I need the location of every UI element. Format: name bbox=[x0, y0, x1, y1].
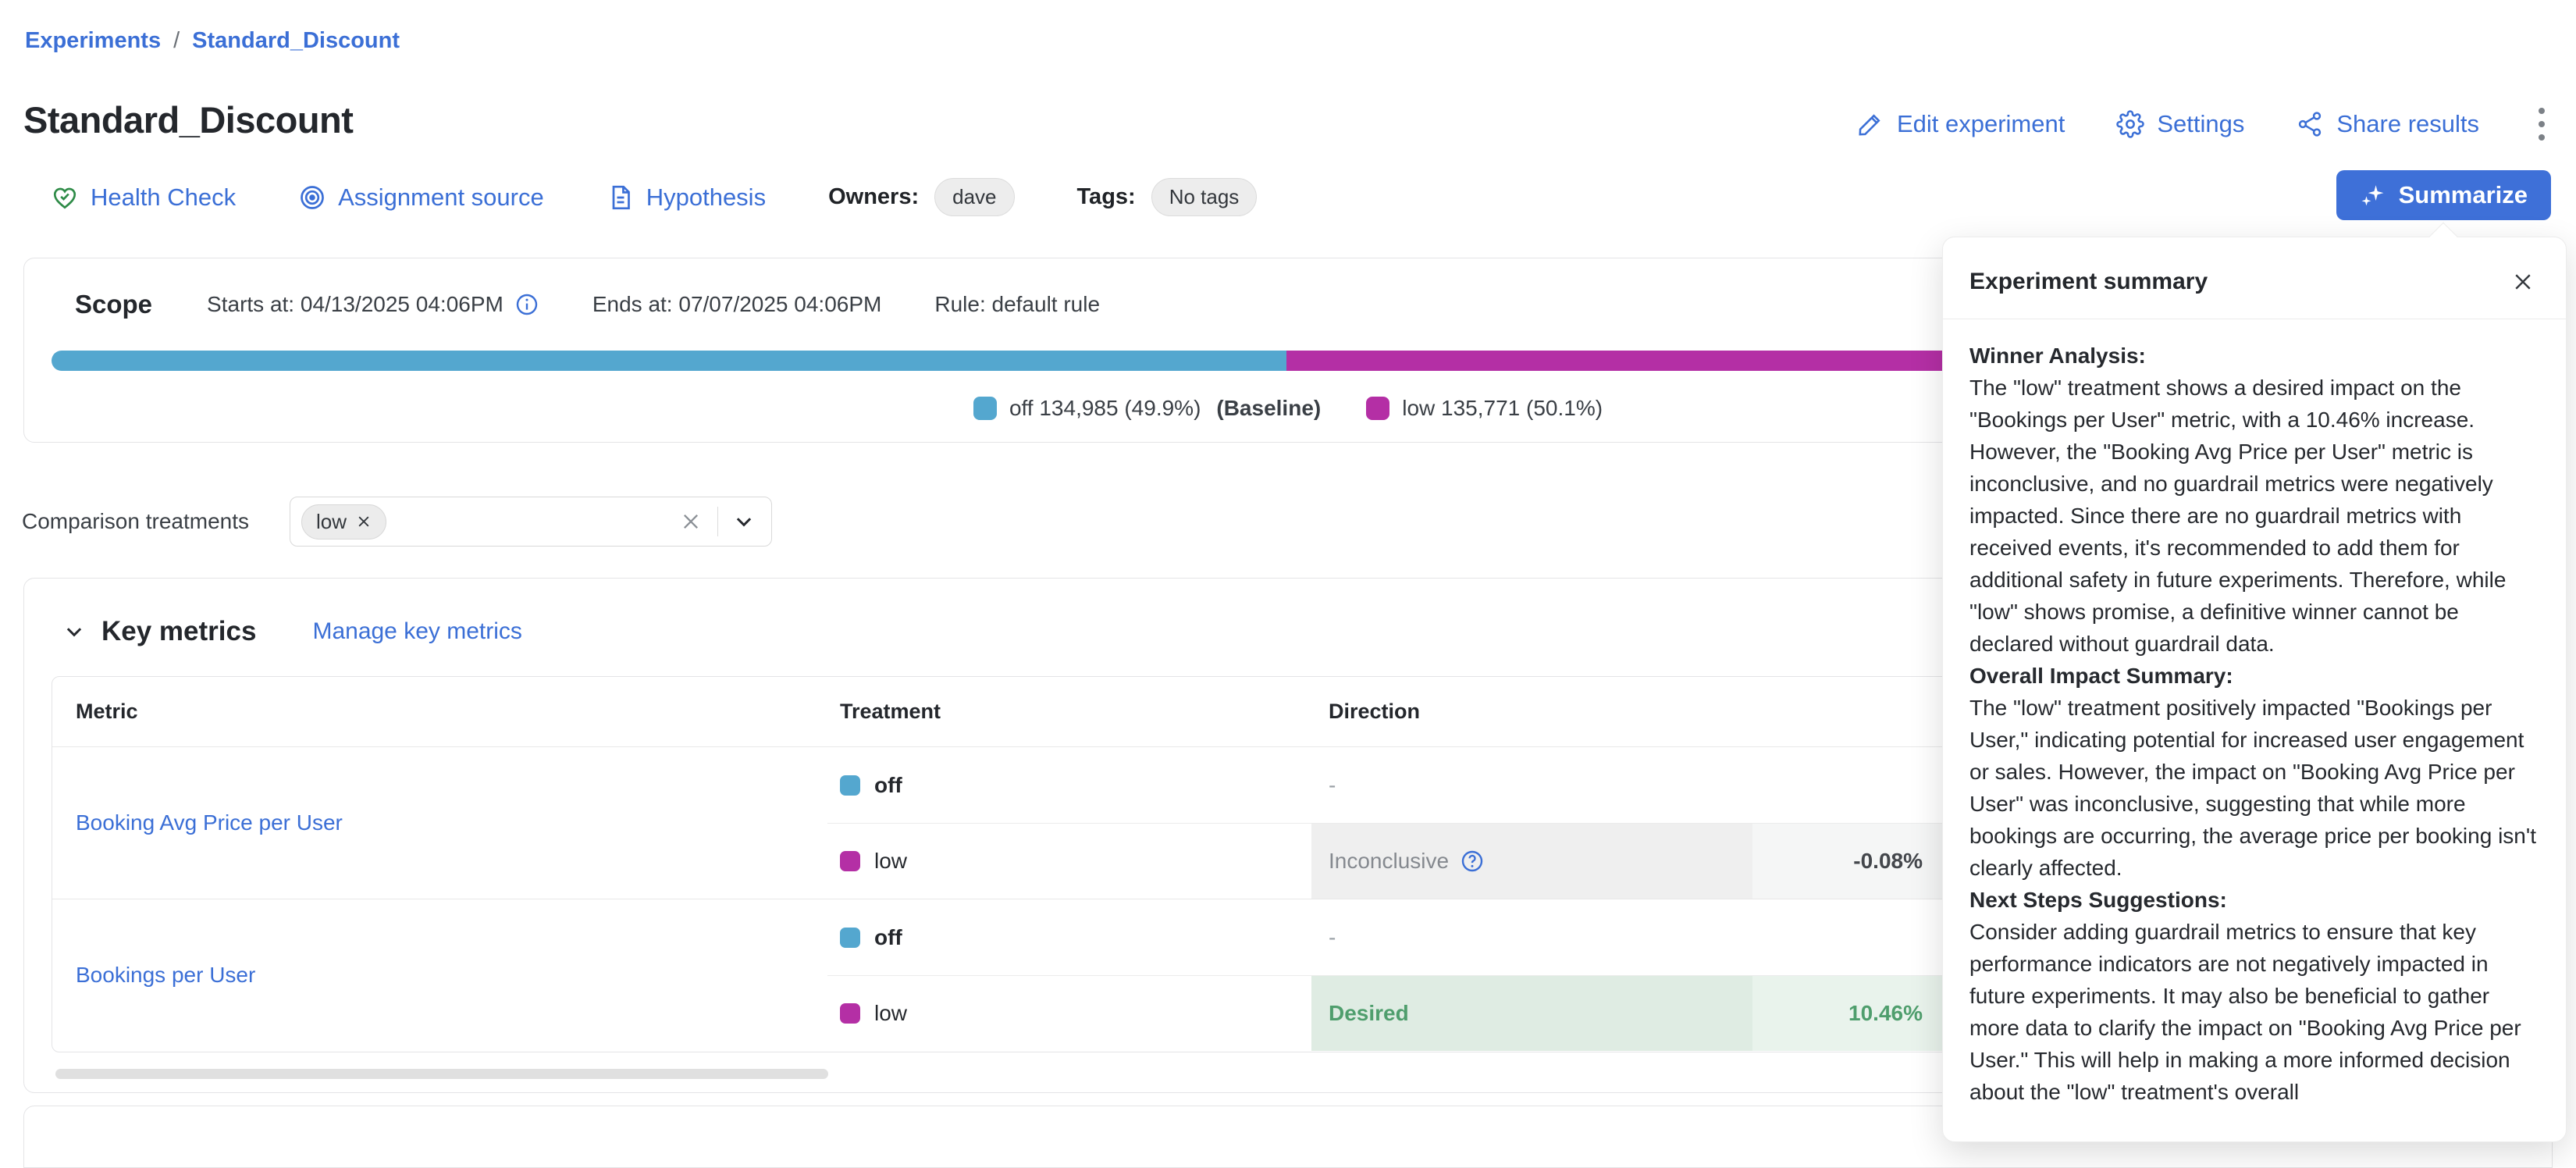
comparison-treatments-row: Comparison treatments low bbox=[22, 497, 773, 547]
scope-starts-at: Starts at: 04/13/2025 04:06PM bbox=[207, 292, 539, 317]
direction-cell: - bbox=[1329, 772, 1336, 797]
treatment-swatch bbox=[840, 1003, 860, 1024]
owners-label: Owners: bbox=[828, 184, 920, 209]
breadcrumb-separator: / bbox=[173, 28, 180, 53]
experiment-page: Experiments / Standard_Discount Standard… bbox=[22, 28, 2567, 1168]
scope-header: Scope Starts at: 04/13/2025 04:06PM Ends… bbox=[75, 290, 1100, 319]
more-options-button[interactable] bbox=[2531, 103, 2553, 145]
metric-link[interactable]: Booking Avg Price per User bbox=[76, 810, 343, 835]
assignment-source-link[interactable]: Assignment source bbox=[298, 183, 544, 212]
metric-cell: Bookings per User bbox=[52, 899, 827, 1051]
allocation-legend: off 134,985 (49.9%) (Baseline) low 135,7… bbox=[24, 396, 2552, 421]
section-body: The "low" treatment shows a desired impa… bbox=[1969, 376, 2507, 656]
panel-header: Experiment summary bbox=[1943, 237, 2566, 319]
settings-label: Settings bbox=[2157, 110, 2245, 137]
key-metrics-title: Key metrics bbox=[101, 616, 257, 646]
hypothesis-label: Hypothesis bbox=[646, 183, 767, 211]
collapse-chevron-icon[interactable] bbox=[59, 617, 89, 646]
tags-pill[interactable]: No tags bbox=[1151, 178, 1258, 216]
table-header-row: Metric Treatment Direction bbox=[52, 677, 2525, 747]
legend-item-off: off 134,985 (49.9%) (Baseline) bbox=[973, 396, 1321, 421]
chevron-down-icon[interactable] bbox=[729, 507, 759, 536]
section-heading: Winner Analysis: bbox=[1969, 344, 2146, 368]
gear-icon bbox=[2116, 110, 2145, 138]
share-results-button[interactable]: Share results bbox=[2296, 110, 2479, 138]
header-actions: Edit experiment Settings Share results bbox=[1856, 103, 2553, 145]
panel-title: Experiment summary bbox=[1969, 269, 2208, 294]
metric-cell: Booking Avg Price per User bbox=[52, 747, 827, 899]
experiment-toolbar: Health Check Assignment source Hypothesi… bbox=[51, 178, 1258, 216]
column-header-metric: Metric bbox=[76, 700, 138, 723]
section-heading: Next Steps Suggestions: bbox=[1969, 888, 2227, 912]
pencil-icon bbox=[1856, 110, 1884, 138]
treatment-cell-low: low bbox=[827, 823, 1311, 899]
settings-button[interactable]: Settings bbox=[2116, 110, 2244, 138]
direction-cell: Inconclusive bbox=[1311, 823, 1752, 899]
allocation-segment-off bbox=[52, 351, 1286, 371]
section-body: Consider adding guardrail metrics to ens… bbox=[1969, 920, 2521, 1104]
column-header-treatment: Treatment bbox=[840, 700, 941, 723]
treatment-cell-low: low bbox=[827, 975, 1311, 1051]
comparison-treatments-select[interactable]: low bbox=[290, 497, 773, 547]
remove-chip-icon[interactable] bbox=[356, 514, 372, 529]
tags-label: Tags: bbox=[1076, 184, 1136, 209]
page-title: Standard_Discount bbox=[23, 99, 354, 141]
treatment-swatch bbox=[840, 775, 860, 796]
treatment-chip-low[interactable]: low bbox=[301, 504, 387, 539]
comparison-treatments-label: Comparison treatments bbox=[22, 509, 250, 533]
help-question-icon[interactable] bbox=[1460, 849, 1485, 874]
owners-group: Owners: dave bbox=[828, 178, 1015, 216]
panel-body: Winner Analysis: The "low" treatment sho… bbox=[1943, 319, 2566, 1131]
share-icon bbox=[2296, 110, 2324, 138]
close-icon[interactable] bbox=[2507, 265, 2539, 298]
baseline-tag: (Baseline) bbox=[1216, 396, 1322, 420]
horizontal-scrollbar[interactable] bbox=[55, 1069, 828, 1079]
treatment-swatch bbox=[840, 851, 860, 871]
low-swatch bbox=[1366, 397, 1390, 420]
section-body: The "low" treatment positively impacted … bbox=[1969, 696, 2536, 880]
target-icon bbox=[298, 183, 326, 212]
summarize-button[interactable]: Summarize bbox=[2336, 170, 2551, 220]
treatment-cell-off: off bbox=[827, 899, 1311, 975]
column-header-direction: Direction bbox=[1329, 700, 1421, 723]
sparkles-icon bbox=[2360, 182, 2386, 208]
key-metrics-header: Key metrics Manage key metrics bbox=[59, 616, 522, 647]
off-swatch bbox=[973, 397, 997, 420]
edit-experiment-label: Edit experiment bbox=[1896, 110, 2065, 137]
treatment-cell-off: off bbox=[827, 747, 1311, 823]
health-check-label: Health Check bbox=[91, 183, 237, 211]
scope-ends-at: Ends at: 07/07/2025 04:06PM bbox=[592, 292, 882, 316]
scope-rule: Rule: default rule bbox=[934, 292, 1101, 316]
clear-selection-icon[interactable] bbox=[675, 506, 706, 537]
owner-pill[interactable]: dave bbox=[934, 178, 1015, 216]
breadcrumb-current-link[interactable]: Standard_Discount bbox=[192, 28, 400, 53]
direction-cell: Desired bbox=[1311, 975, 1752, 1051]
select-divider bbox=[717, 507, 719, 536]
breadcrumb: Experiments / Standard_Discount bbox=[25, 28, 400, 54]
breadcrumb-experiments-link[interactable]: Experiments bbox=[25, 28, 162, 53]
section-heading: Overall Impact Summary: bbox=[1969, 664, 2233, 688]
experiment-summary-panel: Experiment summary Winner Analysis: The … bbox=[1942, 222, 2567, 1142]
summarize-label: Summarize bbox=[2398, 181, 2528, 208]
scope-title: Scope bbox=[75, 290, 153, 319]
info-icon[interactable] bbox=[514, 292, 539, 317]
direction-cell: - bbox=[1329, 924, 1336, 949]
document-icon bbox=[607, 183, 635, 212]
treatment-swatch bbox=[840, 927, 860, 948]
tags-group: Tags: No tags bbox=[1077, 178, 1258, 216]
share-results-label: Share results bbox=[2336, 110, 2479, 137]
metric-link[interactable]: Bookings per User bbox=[76, 963, 256, 987]
edit-experiment-button[interactable]: Edit experiment bbox=[1856, 110, 2065, 138]
assignment-source-label: Assignment source bbox=[338, 183, 544, 211]
chip-label: low bbox=[316, 509, 347, 533]
heart-check-icon bbox=[51, 183, 79, 212]
health-check-link[interactable]: Health Check bbox=[51, 183, 236, 212]
hypothesis-link[interactable]: Hypothesis bbox=[607, 183, 766, 212]
manage-key-metrics-link[interactable]: Manage key metrics bbox=[312, 618, 522, 644]
legend-item-low: low 135,771 (50.1%) bbox=[1366, 396, 1603, 421]
